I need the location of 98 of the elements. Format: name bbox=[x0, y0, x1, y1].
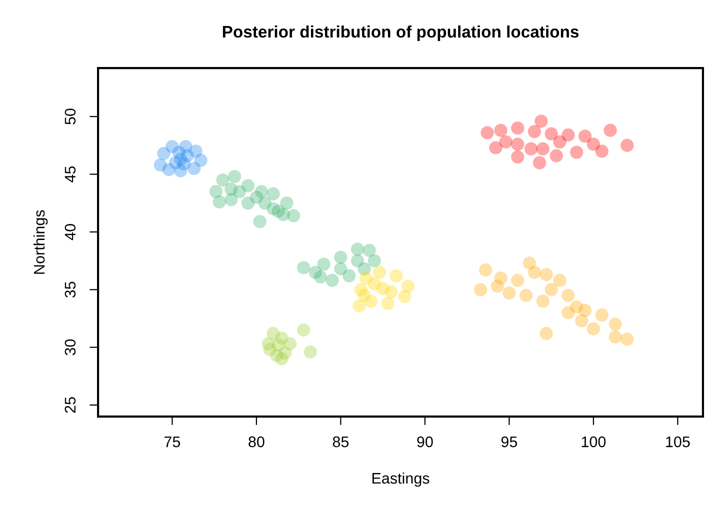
point bbox=[352, 299, 366, 312]
point bbox=[228, 170, 242, 184]
x-tick-label: 105 bbox=[666, 436, 690, 448]
point bbox=[177, 157, 191, 170]
point bbox=[511, 274, 524, 287]
point bbox=[570, 146, 584, 159]
point bbox=[216, 173, 230, 187]
x-tick-label: 95 bbox=[501, 436, 518, 448]
point bbox=[553, 274, 566, 287]
point bbox=[314, 270, 328, 284]
point bbox=[544, 127, 558, 140]
point bbox=[536, 294, 550, 308]
point bbox=[209, 184, 223, 198]
point bbox=[562, 128, 575, 142]
point bbox=[620, 138, 634, 152]
x-axis-title: Eastings bbox=[372, 472, 430, 487]
point bbox=[536, 142, 550, 156]
point bbox=[362, 244, 376, 257]
point bbox=[157, 146, 170, 160]
point bbox=[368, 254, 381, 268]
y-tick-label: 45 bbox=[64, 166, 76, 182]
point bbox=[620, 332, 634, 346]
point bbox=[384, 285, 398, 299]
x-tick-label: 100 bbox=[582, 436, 606, 448]
point bbox=[586, 138, 600, 151]
point bbox=[544, 283, 558, 296]
point bbox=[511, 121, 524, 135]
point bbox=[272, 338, 285, 352]
point bbox=[286, 209, 300, 222]
point bbox=[490, 280, 504, 293]
y-axis-title: Northings bbox=[33, 210, 48, 274]
point bbox=[358, 288, 371, 302]
chart-title: Posterior distribution of population locations bbox=[222, 25, 579, 41]
point bbox=[532, 156, 546, 170]
point bbox=[474, 283, 488, 296]
x-tick-label: 80 bbox=[248, 436, 264, 448]
point bbox=[304, 345, 317, 359]
point bbox=[398, 290, 412, 304]
point bbox=[253, 214, 266, 228]
x-tick-label: 90 bbox=[417, 436, 433, 448]
point bbox=[575, 314, 588, 328]
point bbox=[275, 352, 288, 366]
point bbox=[342, 269, 356, 282]
x-tick-label: 85 bbox=[332, 436, 349, 448]
point bbox=[608, 330, 622, 344]
point bbox=[350, 242, 364, 256]
point bbox=[334, 250, 348, 264]
point bbox=[280, 196, 294, 210]
x-tick-label: 75 bbox=[164, 436, 180, 448]
point bbox=[519, 288, 533, 302]
point bbox=[502, 286, 516, 300]
point bbox=[604, 124, 617, 137]
point bbox=[390, 269, 403, 282]
point bbox=[540, 268, 553, 282]
point bbox=[499, 135, 512, 149]
point bbox=[511, 138, 524, 151]
point bbox=[317, 258, 330, 271]
point bbox=[578, 130, 592, 143]
point bbox=[528, 124, 542, 138]
point bbox=[562, 288, 575, 302]
point bbox=[297, 323, 310, 337]
point bbox=[511, 150, 524, 164]
point bbox=[402, 280, 415, 293]
point bbox=[553, 135, 566, 149]
point bbox=[381, 296, 394, 310]
y-tick-label: 35 bbox=[64, 282, 76, 298]
point bbox=[368, 277, 381, 290]
point bbox=[578, 304, 592, 317]
point bbox=[233, 184, 246, 198]
point bbox=[479, 263, 492, 277]
y-tick-label: 40 bbox=[64, 224, 76, 240]
point bbox=[562, 306, 575, 320]
point bbox=[326, 274, 339, 287]
point bbox=[272, 204, 285, 218]
point bbox=[334, 262, 348, 276]
point bbox=[608, 318, 622, 331]
point bbox=[480, 126, 494, 140]
point bbox=[188, 162, 201, 176]
point bbox=[297, 261, 310, 274]
point bbox=[250, 190, 264, 204]
point bbox=[595, 308, 608, 322]
point bbox=[372, 266, 386, 279]
point bbox=[540, 326, 553, 340]
point bbox=[172, 146, 186, 159]
point bbox=[524, 142, 538, 156]
point bbox=[550, 149, 563, 162]
point bbox=[494, 124, 508, 137]
point bbox=[350, 254, 364, 268]
point bbox=[595, 144, 608, 158]
y-tick-label: 50 bbox=[64, 108, 76, 124]
y-tick-label: 25 bbox=[64, 397, 76, 413]
point bbox=[489, 141, 502, 154]
point bbox=[212, 195, 226, 209]
y-tick-label: 30 bbox=[64, 339, 76, 356]
point bbox=[586, 322, 600, 336]
point bbox=[522, 256, 536, 270]
point bbox=[266, 187, 280, 200]
point bbox=[534, 114, 548, 128]
